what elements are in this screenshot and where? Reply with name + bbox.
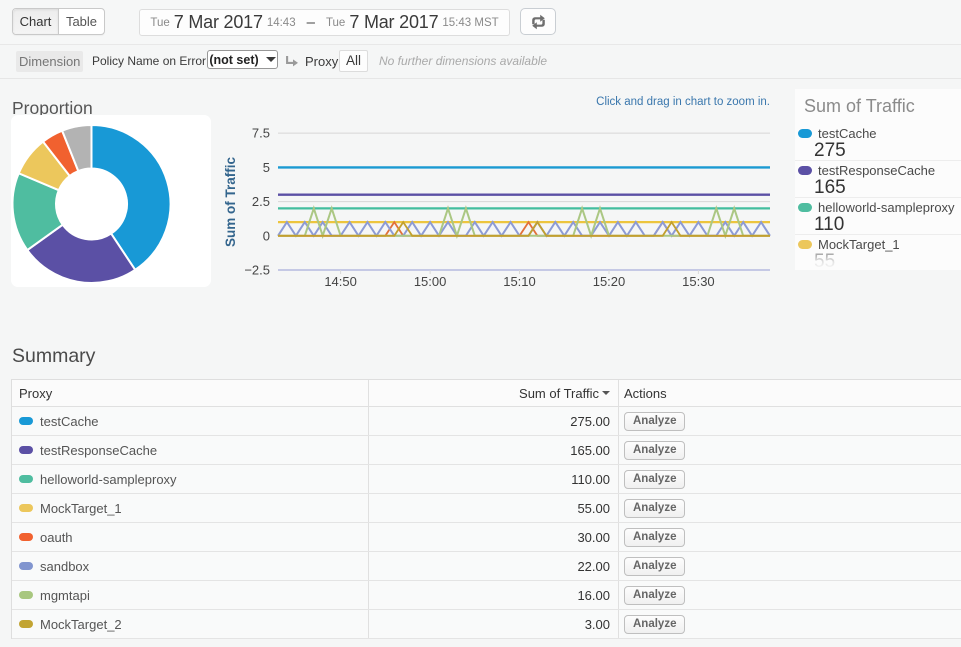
svg-text:2.5: 2.5: [252, 194, 270, 209]
svg-text:15:20: 15:20: [593, 274, 626, 289]
svg-text:15:00: 15:00: [414, 274, 447, 289]
svg-text:5: 5: [263, 160, 270, 175]
svg-text:15:30: 15:30: [682, 274, 715, 289]
svg-text:0: 0: [263, 228, 270, 243]
svg-text:14:50: 14:50: [324, 274, 357, 289]
svg-text:−2.5: −2.5: [244, 263, 270, 278]
svg-text:7.5: 7.5: [252, 126, 270, 141]
svg-text:15:10: 15:10: [503, 274, 536, 289]
